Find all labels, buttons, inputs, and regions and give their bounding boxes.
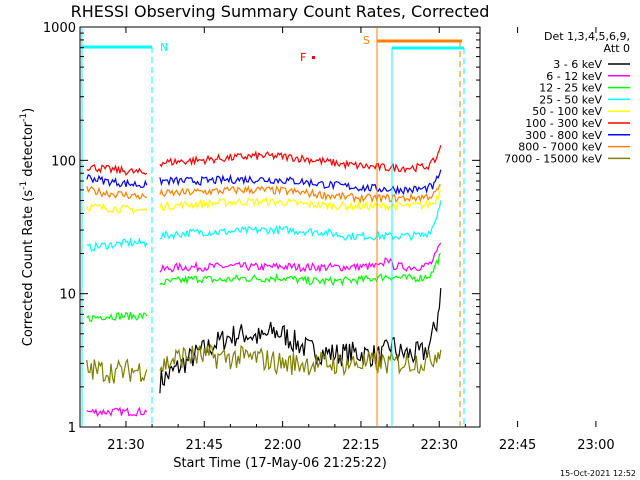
plot-frame <box>79 26 481 428</box>
y-tick-label-0: 1 <box>68 421 76 436</box>
series-line-300-800-kev-seg0 <box>86 174 148 189</box>
x-tick-label-4: 22:30 <box>421 438 458 453</box>
series-line-6-12-kev-seg0 <box>86 406 148 418</box>
y-axis-label: Corrected Count Rate (s-1 detector-1) <box>19 108 36 346</box>
series-line-50-100-kev-seg1 <box>159 189 442 213</box>
legend-header-line-1: Det 1,3,4,5,6,9, <box>544 30 630 43</box>
x-tick-label-6: 23:00 <box>577 438 614 453</box>
flag-layer: N F S <box>81 28 465 426</box>
series-line-25-50-kev-seg0 <box>86 237 148 252</box>
series-line-800-7000-kev-seg0 <box>86 185 147 200</box>
legend-label-3-6-kev: 3 - 6 keV <box>553 58 602 71</box>
y-axis-label-exp1: -1 <box>19 181 29 190</box>
legend-label-25-50-kev: 25 - 50 keV <box>539 93 602 106</box>
legend-label-100-300-kev: 100 - 300 keV <box>525 117 602 130</box>
axis-layer: 21:30 21:45 22:00 22:15 22:30 22:45 23:00 1 10 10… <box>43 21 615 453</box>
legend-label-800-7000-kev: 800 - 7000 keV <box>518 141 602 154</box>
legend-label-12-25-kev: 12 - 25 keV <box>539 82 602 95</box>
y-axis-label-main: Corrected Count Rate (s <box>21 190 36 347</box>
legend-label-7000-15000-kev: 7000 - 15000 keV <box>504 152 602 165</box>
chart-title: RHESSI Observing Summary Count Rates, Co… <box>71 2 490 21</box>
y-tick-label-1: 10 <box>59 288 76 303</box>
x-tick-label-3: 22:15 <box>342 438 379 453</box>
series-line-3-6-kev-seg0 <box>159 288 442 394</box>
legend-label-300-800-kev: 300 - 800 keV <box>525 129 602 142</box>
n-flag-label: N <box>160 41 168 54</box>
x-tick-label-5: 22:45 <box>499 438 536 453</box>
series-line-100-300-kev-seg1 <box>159 144 442 174</box>
f-flag-label: F <box>300 51 306 64</box>
series-line-25-50-kev-seg1 <box>159 200 442 242</box>
y-tick-label-3: 1000 <box>43 21 76 36</box>
x-tick-label-0: 21:30 <box>107 438 144 453</box>
flare-marker <box>312 56 315 59</box>
series-line-100-300-kev-seg0 <box>86 164 148 176</box>
series-line-300-800-kev-seg1 <box>159 169 442 196</box>
y-axis-label-exp2: -1 <box>19 113 29 122</box>
series-line-7000-15000-kev-seg1 <box>159 343 442 377</box>
series-line-50-100-kev-seg0 <box>86 202 148 215</box>
y-tick-label-2: 100 <box>51 154 76 169</box>
series-line-800-7000-kev-seg1 <box>159 184 442 204</box>
x-tick-label-1: 21:45 <box>186 438 223 453</box>
y-axis-label-end: ) <box>21 108 36 113</box>
series-line-6-12-kev-seg1 <box>159 242 442 274</box>
timestamp: 15-Oct-2021 12:52 <box>560 469 636 478</box>
s-flag-label: S <box>363 34 370 47</box>
series-line-12-25-kev-seg1 <box>159 252 442 287</box>
legend-label-50-100-kev: 50 - 100 keV <box>532 105 602 118</box>
x-tick-label-2: 22:00 <box>264 438 301 453</box>
legend-header-line-2: Att 0 <box>604 42 630 55</box>
x-axis-label: Start Time (17-May-06 21:25:22) <box>173 456 387 471</box>
legend-label-6-12-kev: 6 - 12 keV <box>546 70 602 83</box>
series-layer <box>86 144 442 418</box>
series-line-12-25-kev-seg0 <box>86 311 148 323</box>
y-axis-label-mid: detector <box>21 121 36 181</box>
series-line-7000-15000-kev-seg0 <box>86 358 148 384</box>
